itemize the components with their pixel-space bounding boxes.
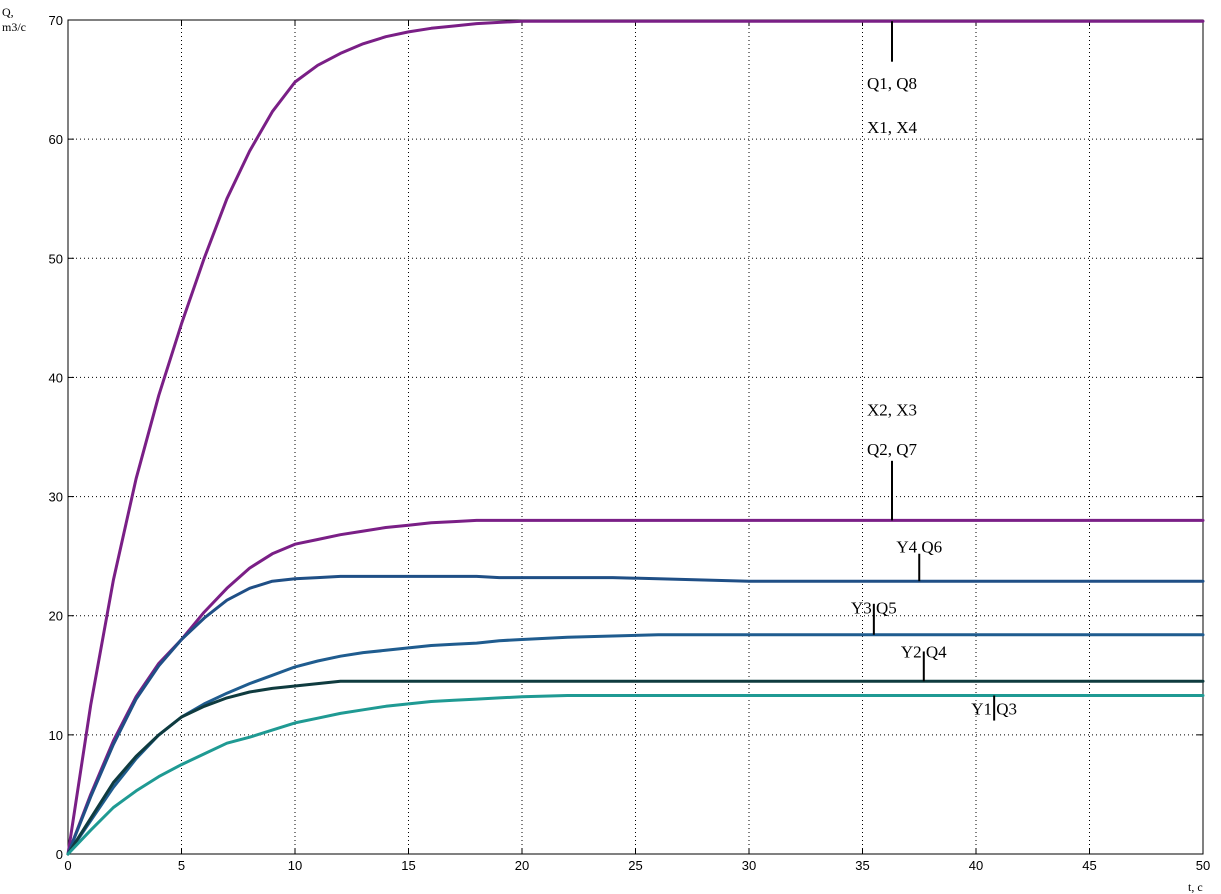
x-tick-label: 15 [401, 858, 415, 873]
annotation-label: Y1 Q3 [971, 700, 1017, 719]
series-line-5 [66, 679, 1205, 856]
axis-ticks: 0 5 10 15 20 25 30 35 40 45 50 0 10 20 30 40 50 60 70 [49, 13, 1211, 873]
annotation-label: X1, X4 [867, 118, 918, 137]
x-tick-label: 0 [64, 858, 71, 873]
annotations: Q1, Q8 X1, X4 X2, X3 Q2, Q7 Y4 Q6 Y3 Q5 Y2 Q4 Y… [851, 21, 1017, 721]
x-tick-label: 5 [178, 858, 185, 873]
x-tick-label: 10 [288, 858, 302, 873]
x-tick-label: 40 [969, 858, 983, 873]
series-line-6 [66, 694, 1205, 856]
annotation-label: X2, X3 [867, 401, 917, 420]
y-tick-label: 70 [49, 13, 63, 28]
series-line-1 [66, 19, 1205, 856]
y-tick-label: 40 [49, 370, 63, 385]
x-axis-label: t, c [1188, 880, 1203, 894]
x-tick-label: 25 [628, 858, 642, 873]
y-tick-label: 10 [49, 728, 63, 743]
annotation-label: Y3 Q5 [851, 598, 897, 617]
y-tick-label: 50 [49, 251, 63, 266]
series-lines [66, 19, 1205, 856]
x-tick-label: 30 [742, 858, 756, 873]
y-axis-label-line-1: Q, [2, 5, 14, 19]
y-tick-label: 0 [56, 847, 63, 862]
series-line-3 [66, 574, 1205, 856]
x-tick-label: 45 [1082, 858, 1096, 873]
y-axis-label-line-2: m3/c [2, 20, 26, 34]
x-tick-label: 50 [1196, 858, 1210, 873]
grid [68, 20, 1203, 854]
annotation-label: Q2, Q7 [867, 440, 918, 459]
y-tick-label: 30 [49, 490, 63, 505]
annotation-label: Y4 Q6 [896, 538, 942, 557]
x-tick-label: 35 [855, 858, 869, 873]
y-tick-label: 20 [49, 609, 63, 624]
y-tick-label: 60 [49, 132, 63, 147]
annotation-label: Q1, Q8 [867, 74, 917, 93]
annotation-label: Y2 Q4 [901, 642, 947, 661]
x-tick-label: 20 [515, 858, 529, 873]
